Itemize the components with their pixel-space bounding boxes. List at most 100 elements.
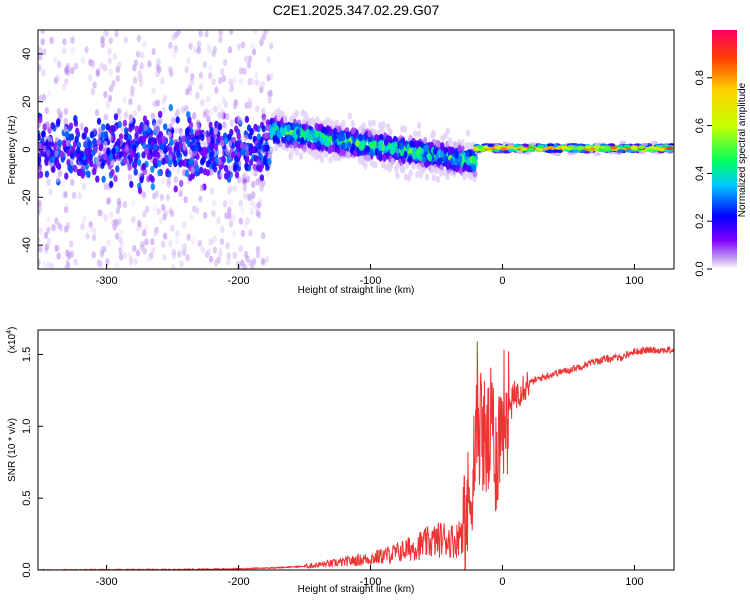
figure-title: C2E1.2025.347.02.29.G07: [273, 2, 440, 18]
spectrogram-cell: [276, 114, 281, 122]
spectrogram-cell: [238, 77, 244, 85]
spectrogram-cell: [283, 116, 288, 124]
spectrogram-cell: [231, 136, 237, 144]
spectrogram-cell: [228, 198, 233, 206]
spectrogram-cell: [47, 89, 52, 98]
spectrogram-cell: [172, 50, 177, 58]
spectrogram-cell: [244, 55, 249, 63]
spectrogram-cell: [231, 214, 236, 222]
spectrogram-cell: [40, 38, 45, 46]
spectrogram-cell: [240, 141, 245, 150]
spectrogram-cell: [193, 123, 199, 131]
snr-y-ticks: 0.0 0.5 1.0 1.5: [21, 347, 43, 578]
spectrogram-cell: [298, 152, 304, 160]
spectrogram-cell: [415, 170, 420, 179]
spectrogram-cell: [54, 150, 59, 158]
spectrogram-cell: [610, 145, 618, 150]
spectrogram-cell: [256, 211, 262, 219]
spectrogram-cell: [292, 141, 298, 149]
spectrogram-cell: [227, 140, 233, 148]
spectrogram-cell: [321, 126, 326, 134]
spectrogram-cell: [384, 144, 389, 152]
spectrogram-cell: [240, 229, 246, 237]
snr-x-ticks: -300 -200 -100 0 100: [96, 565, 644, 588]
spectrogram-cell: [179, 179, 184, 187]
spectrogram-cell: [176, 167, 181, 175]
spectrogram-cell: [50, 149, 55, 158]
snr-panel: -300 -200 -100 0 100 0.0 0.5 1.0 1.5 Height of …: [6, 327, 675, 595]
spectrogram-cell: [434, 167, 439, 175]
spectrogram-cell: [223, 164, 229, 172]
spectrogram-cell: [95, 68, 101, 76]
spectrogram-cell: [88, 153, 93, 162]
spectrogram-region-3: [473, 140, 674, 157]
spectrogram-cell: [520, 147, 528, 151]
spectrogram-cell: [51, 165, 56, 173]
snr-frame: [37, 329, 675, 571]
snr-y-tick-label: 0.5: [21, 490, 33, 505]
spectrogram-cell: [537, 144, 544, 149]
spectrogram-cell: [159, 193, 164, 201]
spectrogram-cell: [200, 246, 206, 254]
spectrogram-cell: [106, 148, 111, 156]
spectrogram-cell: [213, 143, 219, 151]
spectrogram-cell: [129, 148, 134, 156]
spectrogram-cell: [341, 142, 346, 150]
spectrogram-cell: [170, 224, 175, 232]
spectrogram-cell: [158, 217, 163, 225]
spectrogram-cell: [107, 47, 112, 56]
spectrogram-cell: [454, 151, 459, 159]
spectrogram-cell: [217, 158, 222, 166]
spectrogram-cell: [422, 137, 428, 145]
spectrogram-cell: [128, 125, 133, 133]
snr-y-tick-label: 1.5: [21, 347, 33, 362]
spectrogram-cell: [365, 154, 370, 162]
spectrogram-cell: [547, 143, 554, 147]
spectrogram-cell: [231, 230, 237, 238]
spectrogram-cell: [115, 165, 120, 173]
spectrogram-cell: [446, 160, 451, 168]
spectrogram-cell: [211, 199, 217, 207]
spectrogram-cell: [439, 164, 444, 172]
spectrogram-cell: [133, 76, 138, 84]
spectrogram-cell: [162, 253, 167, 261]
spectrogram-cell: [101, 175, 106, 183]
spectrogram-cell: [424, 173, 430, 181]
spectrogram-cell: [189, 158, 194, 166]
spectrogram-cell: [105, 101, 111, 109]
spectrogram-cell: [286, 124, 291, 132]
spectrogram-cell: [42, 261, 47, 269]
spectrogram-cell: [371, 119, 376, 127]
spectrogram-cell: [188, 121, 194, 129]
spectrogram-cell: [201, 156, 206, 164]
spectrogram-cell: [123, 111, 128, 119]
spectrogram-cell: [250, 42, 255, 51]
spectrogram-cell: [208, 108, 213, 117]
spectrogram-cell: [185, 88, 190, 96]
spectrogram-cell: [262, 116, 267, 124]
spectrogram-cell: [101, 123, 106, 131]
colorbar-tick-label: 0.2: [694, 214, 706, 229]
spectrogram-cell: [500, 147, 508, 151]
spectrogram-cell: [114, 261, 120, 269]
spectrogram-cell: [209, 151, 214, 159]
spectrogram-cell: [98, 144, 104, 152]
spectrogram-cell: [181, 169, 187, 177]
spectrogram-cell: [153, 229, 158, 237]
spectrogram-cell: [85, 170, 90, 178]
spectrogram-cell: [630, 145, 638, 149]
spectrogram-cell: [103, 182, 108, 190]
spectrogram-cell: [213, 259, 219, 267]
spectrogram-cell: [118, 229, 124, 237]
spectrogram-cell: [122, 150, 128, 158]
spectrogram-cell: [330, 122, 336, 130]
spectrogram-cell: [203, 211, 208, 219]
spectrogram-cell: [117, 115, 123, 123]
spectrogram-cell: [128, 98, 133, 106]
spectrogram-cell: [247, 55, 253, 63]
spectrogram-cell: [260, 80, 265, 88]
spectrogram-cell: [123, 36, 128, 44]
spectrogram-cell: [142, 142, 147, 150]
spectrogram-cell: [225, 113, 230, 121]
spectrogram-cell: [408, 169, 413, 177]
